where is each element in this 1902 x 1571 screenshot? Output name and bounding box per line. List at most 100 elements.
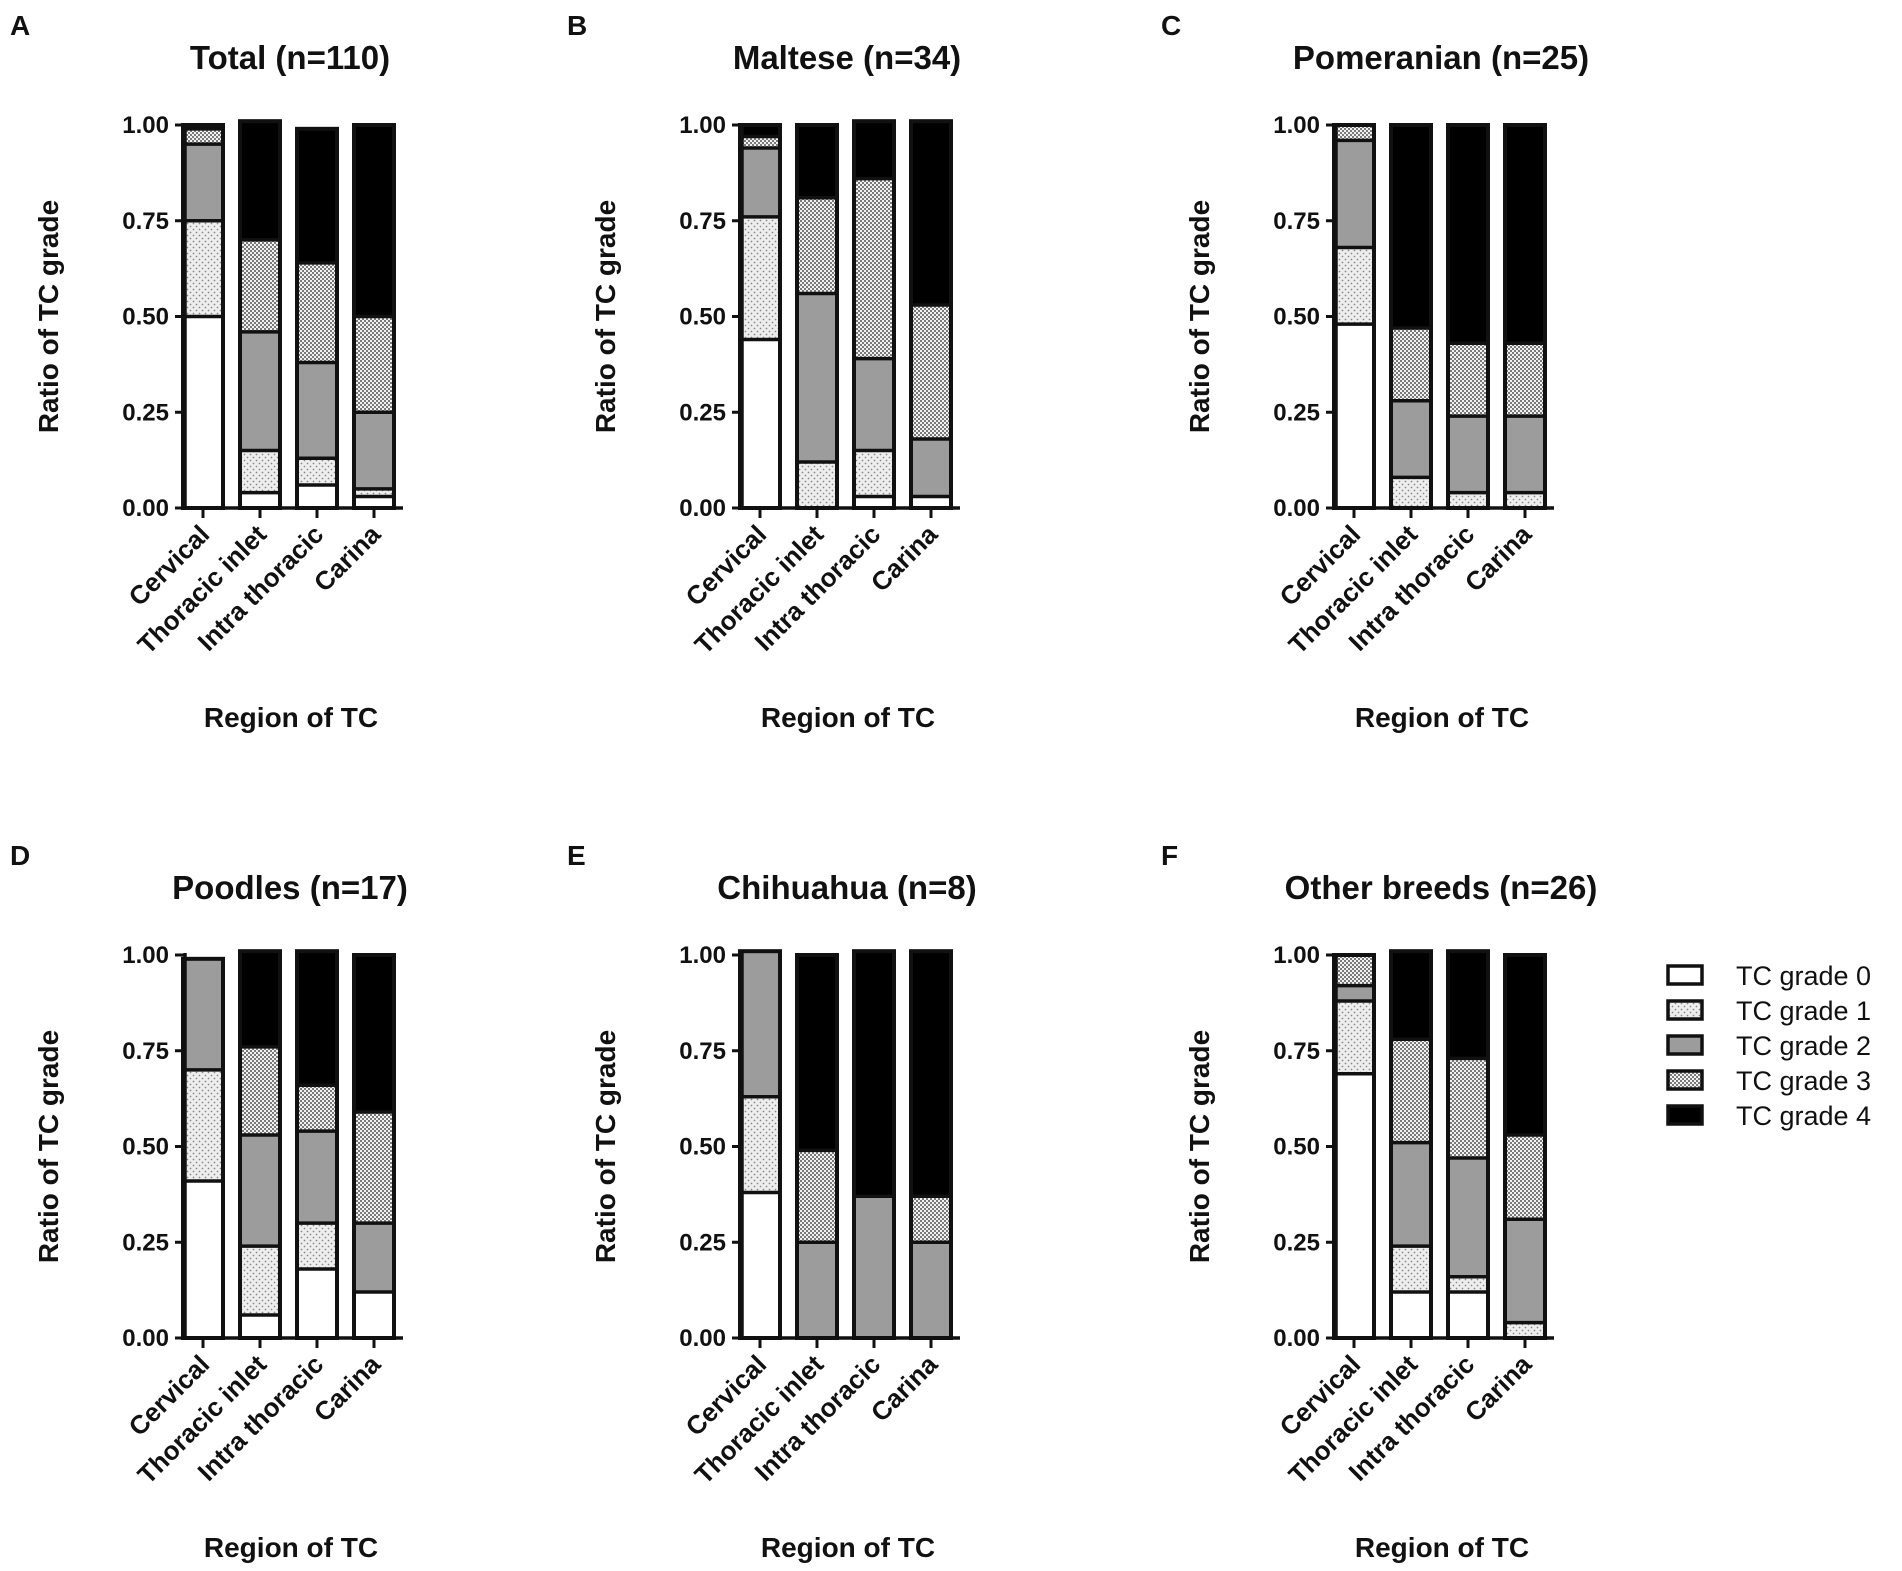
panel-a-bar-carina-tc-grade-1 [354, 488, 394, 497]
panel-d-bar-thoracic-inlet [238, 949, 282, 1340]
panel-e-bar-carina-tc-grade-3 [911, 1196, 951, 1243]
panel-d-bar-carina-tc-grade-0 [354, 1292, 394, 1338]
panel-d-bar-carina [352, 953, 396, 1340]
panel-e-y-tick-label: 0.75 [679, 1038, 726, 1065]
panel-b-bar-cervical-tc-grade-1 [740, 216, 780, 340]
panel-c-bar-cervical [1332, 123, 1376, 510]
panel-a-bar-carina-tc-grade-3 [354, 316, 394, 413]
panel-b-bar-cervical-tc-grade-4 [740, 125, 780, 137]
panel-c-y-tick-label: 0.75 [1273, 208, 1320, 235]
panel-d-bar-carina-tc-grade-3 [354, 1112, 394, 1224]
panel-e-y-tick-label: 1.00 [679, 942, 726, 969]
legend-item-tc-grade-3: TC grade 3 [1666, 1066, 1871, 1096]
panel-b-bar-intra-thoracic-tc-grade-0 [854, 496, 894, 508]
panel-c-y-tick-label: 0.25 [1273, 399, 1320, 426]
panel-f-bar-intra-thoracic-tc-grade-2 [1448, 1157, 1488, 1277]
panel-b-bar-thoracic-inlet [795, 123, 839, 510]
panel-e-bar-thoracic-inlet [795, 953, 839, 1340]
panel-d-bar-cervical-tc-grade-2 [183, 958, 223, 1070]
panel-b-bar-thoracic-inlet-tc-grade-3 [797, 197, 837, 294]
panel-b-y-tick-label: 0.00 [679, 495, 726, 522]
panel-f-y-tick-label: 0.75 [1273, 1038, 1320, 1065]
panel-c-bar-carina-tc-grade-3 [1505, 343, 1545, 417]
panel-f-y-tick-label: 0.25 [1273, 1229, 1320, 1256]
panel-f-bar-cervical-tc-grade-0 [1334, 1073, 1374, 1338]
panel-e-y-axis-title: Ratio of TC grade [590, 1030, 621, 1263]
panel-a-bar-thoracic-inlet-tc-grade-3 [240, 239, 280, 332]
panel-f-bar-intra-thoracic-tc-grade-0 [1448, 1292, 1488, 1338]
panel-a-bar-carina-tc-grade-4 [354, 125, 394, 317]
panel-d-bar-thoracic-inlet-tc-grade-4 [240, 951, 280, 1047]
panel-a-bar-thoracic-inlet-tc-grade-1 [240, 450, 280, 493]
panel-c-bar-intra-thoracic-tc-grade-2 [1448, 416, 1488, 493]
panel-e-bar-intra-thoracic-tc-grade-2 [854, 1196, 894, 1338]
panel-a-bar-cervical-tc-grade-1 [183, 220, 223, 317]
panel-e-y-tick-label: 0.50 [679, 1134, 726, 1161]
panel-f-bar-carina [1503, 953, 1547, 1340]
panel-d-bar-thoracic-inlet-tc-grade-1 [240, 1246, 280, 1316]
panel-b-bar-intra-thoracic-tc-grade-1 [854, 450, 894, 497]
panel-f-bar-cervical [1332, 953, 1376, 1340]
panel-b-bar-intra-thoracic [852, 119, 896, 510]
panel-e-letter: E [567, 840, 586, 871]
panel-b-bar-thoracic-inlet-tc-grade-2 [797, 293, 837, 463]
panel-a-x-tick-label-carina: Carina [308, 519, 387, 598]
panel-f-bar-intra-thoracic [1446, 949, 1490, 1340]
panel-c-bar-intra-thoracic-tc-grade-4 [1448, 125, 1488, 344]
panel-e-x-tick-label-carina: Carina [865, 1349, 944, 1428]
panel-e-bar-cervical-tc-grade-2 [740, 951, 780, 1097]
panel-f-y-tick-label: 0.50 [1273, 1134, 1320, 1161]
panel-a-bar-intra-thoracic-tc-grade-2 [297, 362, 337, 459]
panel-c-x-tick-label-carina: Carina [1459, 519, 1538, 598]
panel-d: D Poodles (n=17) Ratio of TC grade Region o… [10, 840, 408, 1563]
panel-f-bar-thoracic-inlet-tc-grade-1 [1391, 1246, 1431, 1293]
panel-a-bar-carina-tc-grade-2 [354, 412, 394, 489]
panel-d-bar-intra-thoracic-tc-grade-2 [297, 1131, 337, 1224]
panel-b-bar-carina-tc-grade-0 [911, 496, 951, 508]
panel-f-x-axis-title: Region of TC [1355, 1532, 1529, 1563]
panel-a-bar-intra-thoracic-tc-grade-4 [297, 128, 337, 263]
panel-c-bar-carina-tc-grade-1 [1505, 492, 1545, 508]
panel-a-bar-intra-thoracic-tc-grade-0 [297, 485, 337, 508]
panel-d-y-tick-label: 0.75 [122, 1038, 169, 1065]
panel-a-y-axis-title: Ratio of TC grade [33, 200, 64, 433]
panel-d-y-tick-label: 0.50 [122, 1134, 169, 1161]
panel-c-y-tick-label: 0.50 [1273, 304, 1320, 331]
panel-f-x-tick-label-carina: Carina [1459, 1349, 1538, 1428]
panel-d-bar-cervical-tc-grade-1 [183, 1069, 223, 1181]
legend-label-tc-grade-1: TC grade 1 [1736, 996, 1871, 1026]
panel-c: C Pomeranian (n=25) Ratio of TC grade Regio… [1161, 10, 1589, 733]
panel-d-bar-thoracic-inlet-tc-grade-3 [240, 1046, 280, 1136]
panel-b-y-tick-label: 1.00 [679, 112, 726, 139]
panel-e-bar-thoracic-inlet-tc-grade-3 [797, 1150, 837, 1243]
panel-d-y-tick-label: 0.25 [122, 1229, 169, 1256]
panel-a-bar-cervical-tc-grade-0 [183, 316, 223, 508]
panel-c-y-axis-title: Ratio of TC grade [1184, 200, 1215, 433]
panel-e-bar-carina-tc-grade-4 [911, 951, 951, 1197]
panel-a-y-tick-label: 0.75 [122, 208, 169, 235]
panel-b-y-tick-label: 0.75 [679, 208, 726, 235]
panel-c-bar-cervical-tc-grade-1 [1334, 247, 1374, 325]
panel-a-bar-cervical [181, 123, 225, 510]
panel-f-bar-cervical-tc-grade-2 [1334, 985, 1374, 1001]
panel-d-x-axis-title: Region of TC [204, 1532, 378, 1563]
legend-label-tc-grade-2: TC grade 2 [1736, 1031, 1871, 1061]
panel-c-y-tick-label: 1.00 [1273, 112, 1320, 139]
panel-d-bar-intra-thoracic-tc-grade-4 [297, 951, 337, 1086]
panel-d-bar-cervical-tc-grade-0 [183, 1180, 223, 1338]
panel-d-bar-carina-tc-grade-2 [354, 1223, 394, 1293]
legend-swatch-tc-grade-3 [1666, 1069, 1704, 1091]
panel-f-bar-carina-tc-grade-3 [1505, 1135, 1545, 1220]
panel-e-bar-cervical-tc-grade-1 [740, 1096, 780, 1193]
panel-c-bar-thoracic-inlet-tc-grade-3 [1391, 327, 1431, 401]
panel-a-y-tick-label: 1.00 [122, 112, 169, 139]
panel-a-x-axis-title: Region of TC [204, 702, 378, 733]
panel-e-title: Chihuahua (n=8) [717, 869, 976, 906]
panel-f-bar-thoracic-inlet-tc-grade-3 [1391, 1039, 1431, 1143]
panel-c-bar-carina-tc-grade-4 [1505, 125, 1545, 344]
panel-f-title: Other breeds (n=26) [1285, 869, 1598, 906]
panel-a-y-tick-label: 0.25 [122, 399, 169, 426]
panel-c-x-axis-title: Region of TC [1355, 702, 1529, 733]
panel-b-bar-thoracic-inlet-tc-grade-1 [797, 462, 837, 508]
panel-c-y-tick-label: 0.00 [1273, 495, 1320, 522]
